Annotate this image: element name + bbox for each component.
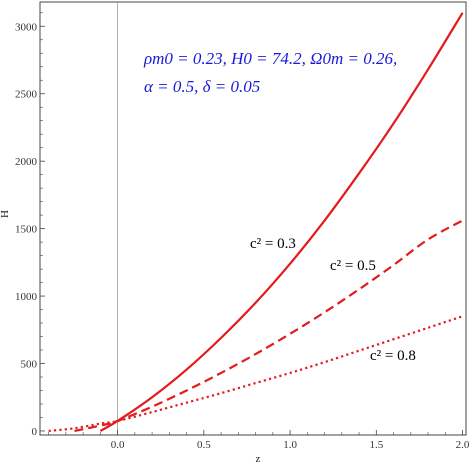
y-tick-label: 0: [32, 426, 38, 438]
parameter-line-1: ρm0 = 0.23, H0 = 74.2, Ω0m = 0.26,: [143, 49, 397, 68]
y-tick-label: 2500: [15, 89, 38, 101]
y-tick-label: 2000: [15, 156, 38, 168]
x-tick-label: 1.5: [369, 439, 383, 451]
x-axis-ticks: 0.0 0.5 1.0 1.5 2.0: [48, 430, 470, 451]
plot-frame: [39, 1, 467, 436]
y-tick-label: 1000: [15, 291, 38, 303]
series-label-c08: c² = 0.8: [370, 348, 416, 364]
x-tick-label: 0.5: [197, 439, 211, 451]
y-axis-ticks: 0 500 1000 1500 2000 2500 3000: [15, 12, 45, 438]
x-axis-title: z: [256, 453, 261, 465]
x-tick-label: 0.0: [111, 439, 125, 451]
y-tick-label: 500: [21, 359, 38, 371]
series-line-c03: [99, 12, 464, 432]
y-tick-label: 1500: [15, 224, 38, 236]
series-group: [48, 12, 464, 433]
y-tick-label: 3000: [15, 21, 38, 33]
series-line-c05: [74, 219, 464, 433]
parameter-line-2: α = 0.5, δ = 0.05: [144, 77, 260, 96]
x-tick-label: 1.0: [283, 439, 297, 451]
series-line-c08: [48, 315, 463, 433]
y-axis-title: H: [0, 210, 11, 218]
series-label-c03: c² = 0.3: [250, 236, 296, 252]
x-tick-label: 2.0: [456, 439, 470, 451]
series-label-c05: c² = 0.5: [330, 258, 376, 274]
